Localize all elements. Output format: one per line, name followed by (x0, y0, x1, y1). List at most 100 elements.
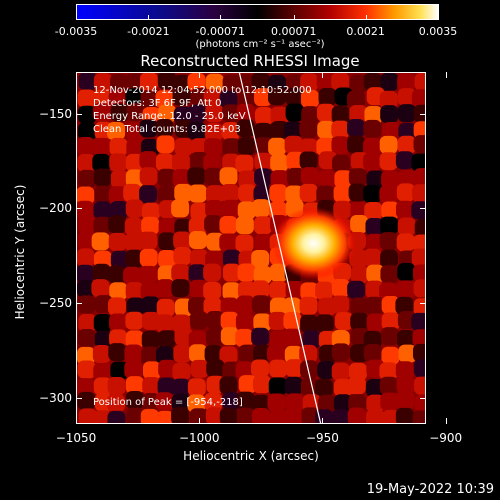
x-axis-tick-label: −1050 (55, 431, 97, 445)
heatmap-pixel (350, 215, 369, 234)
heatmap-pixel (301, 407, 320, 423)
heatmap-pixel (331, 329, 350, 348)
colorbar-tick-label: 0.0021 (346, 25, 385, 38)
heatmap-pixel (396, 183, 415, 202)
heatmap-pixel (125, 311, 144, 330)
heatmap-pixel (221, 104, 240, 123)
heatmap-pixel (93, 362, 112, 381)
heatmap-pixel (411, 201, 425, 220)
heatmap-pixel (254, 88, 273, 107)
heatmap-pixel (139, 151, 158, 170)
heatmap-pixel (270, 153, 289, 172)
heatmap-pixel (123, 183, 142, 202)
heatmap-pixel (254, 106, 273, 125)
heatmap-pixel (155, 392, 174, 411)
heatmap-pixel (219, 90, 238, 109)
heatmap-pixel (139, 231, 158, 250)
heatmap-pixel (395, 200, 414, 219)
heatmap-pixel (206, 311, 225, 330)
heatmap-pixel (411, 153, 425, 172)
heatmap-pixel (269, 409, 288, 423)
heatmap-pixel (285, 281, 304, 300)
heatmap-pixel (235, 361, 254, 380)
heatmap-pixel (93, 314, 112, 333)
x-axis-title: Heliocentric X (arcsec) (183, 449, 319, 463)
heatmap-pixels (77, 73, 425, 423)
heatmap-pixel (318, 170, 337, 189)
heatmap-pixel (156, 135, 175, 154)
heatmap-pixel (366, 313, 385, 332)
colorbar-tick-label: -0.0021 (127, 25, 170, 38)
heatmap-pixel (380, 105, 399, 124)
heatmap-pixel (222, 249, 241, 268)
heatmap-pixel (222, 138, 241, 157)
heatmap-pixel (125, 122, 144, 141)
heatmap-pixel (397, 263, 416, 282)
heatmap-pixel (414, 394, 425, 413)
heatmap-pixel (331, 73, 350, 91)
heatmap-pixel (285, 87, 304, 106)
heatmap-pixel (379, 362, 398, 381)
heatmap-pixel (110, 361, 129, 380)
heatmap-pixel (366, 233, 385, 252)
heatmap-pixel (318, 394, 337, 413)
heatmap-pixel (206, 359, 225, 378)
y-axis-tick (76, 208, 82, 210)
heatmap-pixel (317, 361, 336, 380)
heatmap-pixel (203, 138, 222, 157)
heatmap-pixel (396, 391, 415, 410)
heatmap-pixel (396, 233, 415, 252)
heatmap-pixel (220, 327, 239, 346)
heatmap-pixel (363, 119, 382, 138)
heatmap-pixel (123, 266, 142, 285)
heatmap-pixel (269, 201, 288, 220)
heatmap-pixel (285, 103, 304, 122)
heatmap-pixel (348, 362, 367, 381)
heatmap-pixel (379, 135, 398, 154)
heatmap-pixel (77, 154, 96, 173)
heatmap-pixel (141, 296, 160, 315)
heatmap-pixel (222, 282, 241, 301)
heatmap-pixel (348, 168, 367, 187)
heatmap-pixel (283, 328, 302, 347)
heatmap-pixel (156, 298, 175, 317)
heatmap-pixel (205, 73, 224, 92)
heatmap-pixel (108, 89, 127, 108)
heatmap-pixel (141, 216, 160, 235)
heatmap-pixel (155, 346, 174, 365)
heatmap-pixel (77, 328, 96, 347)
heatmap-pixel (203, 153, 222, 172)
heatmap-pixel (283, 311, 302, 330)
heatmap-pixel (251, 295, 270, 314)
heatmap-pixel (363, 152, 382, 171)
heatmap-pixel (251, 250, 270, 269)
heatmap-pixel (93, 377, 112, 396)
colorbar-tick (220, 15, 222, 20)
heatmap-pixel (219, 233, 238, 252)
heatmap-pixel (331, 120, 350, 139)
heatmap-pixel (236, 391, 255, 410)
heatmap-pixel (347, 376, 366, 395)
heatmap-pixel (237, 263, 256, 282)
heatmap-pixel (110, 103, 129, 122)
heatmap-pixel (299, 344, 318, 363)
heatmap-pixel (172, 378, 191, 397)
heatmap-pixel (236, 295, 255, 314)
heatmap-pixel (158, 359, 177, 378)
heatmap-pixel (219, 376, 238, 395)
heatmap-pixel (347, 135, 366, 154)
heatmap-pixel (141, 311, 160, 330)
heatmap-pixel (140, 90, 159, 109)
heatmap-pixel (285, 359, 304, 378)
heatmap-pixel (204, 122, 223, 141)
heatmap-pixel (334, 170, 353, 189)
heatmap-pixel (157, 330, 176, 349)
heatmap-pixel (332, 154, 351, 173)
heatmap-pixel (157, 265, 176, 284)
heatmap-pixel (366, 409, 385, 423)
heatmap-pixel (171, 153, 190, 172)
heatmap-pixel (78, 169, 97, 188)
x-axis-tick (322, 418, 324, 424)
info-detectors: Detectors: 3F 6F 9F, Att 0 (93, 98, 222, 109)
heatmap-pixel (77, 264, 95, 283)
